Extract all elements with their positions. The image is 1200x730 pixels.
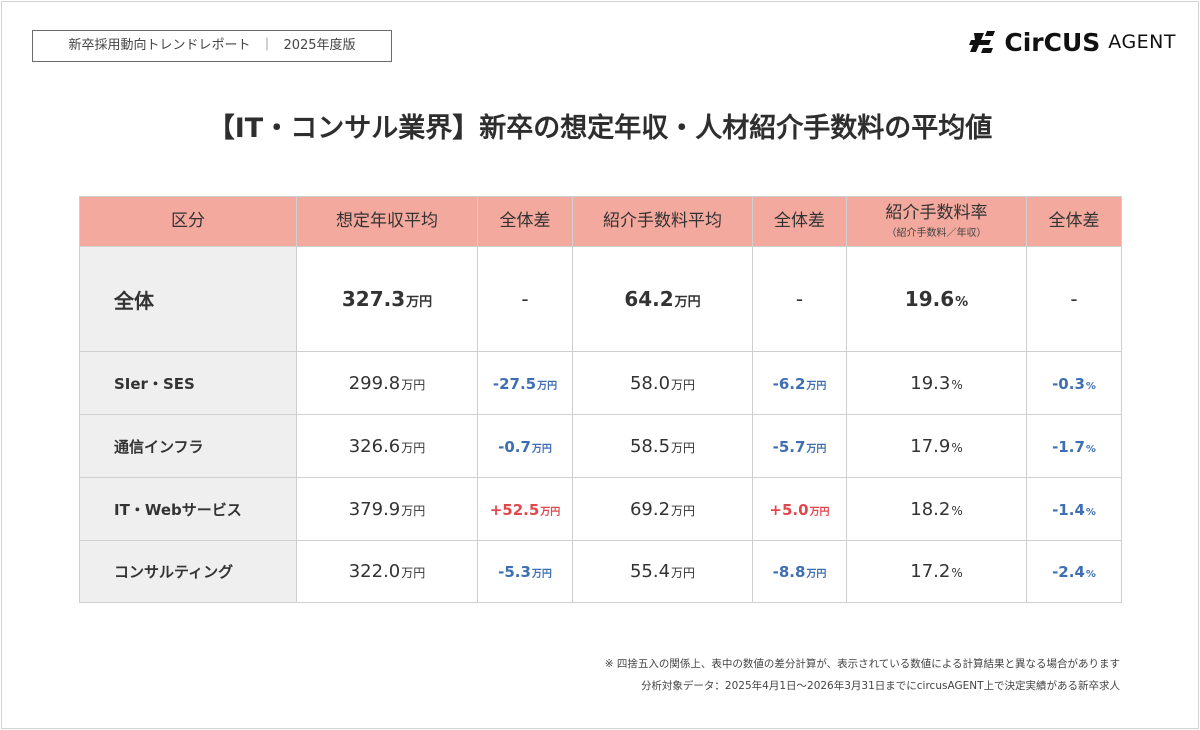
report-label: 新卒採用動向トレンドレポート ｜ 2025年度版: [32, 30, 392, 62]
fee-diff-cell: -6.2万円: [752, 351, 847, 415]
column-header-category: 区分: [79, 196, 297, 247]
logo-brand-text: CirCUS: [1004, 27, 1101, 57]
column-header-salary-diff: 全体差: [477, 196, 573, 247]
fee-rate-cell: 18.2%: [846, 477, 1027, 541]
table-row-total: 全体 327.3万円 -64.2万円 -19.6% -: [79, 246, 1122, 352]
salary-diff-cell: -0.7万円: [477, 414, 573, 478]
page-title: 【IT・コンサル業界】新卒の想定年収・人材紹介手数料の平均値: [207, 113, 993, 144]
category-cell: IT・Webサービス: [79, 477, 297, 541]
rate-diff-cell: -1.7%: [1026, 414, 1122, 478]
salary-cell: 322.0万円: [296, 540, 478, 603]
fee-diff-cell: -8.8万円: [752, 540, 847, 603]
salary-cell: 326.6万円: [296, 414, 478, 478]
table-row: IT・Webサービス 379.9万円 +52.5万円 69.2万円 +5.0万円 18.2…: [79, 477, 1122, 541]
fee-cell: 69.2万円: [572, 477, 753, 541]
fee-cell: 64.2万円: [572, 246, 753, 352]
fee-diff-cell: -: [752, 246, 847, 352]
fee-cell: 58.5万円: [572, 414, 753, 478]
column-header-fee-diff: 全体差: [752, 196, 847, 247]
column-header-salary: 想定年収平均: [296, 196, 478, 247]
rate-diff-cell: -: [1026, 246, 1122, 352]
column-header-fee-rate-sub: （紹介手数料／年収）: [886, 228, 987, 239]
logo-agent-text: AGENT: [1108, 31, 1176, 53]
category-cell: SIer・SES: [79, 351, 297, 415]
fee-rate-cell: 17.9%: [846, 414, 1027, 478]
fee-cell: 58.0万円: [572, 351, 753, 415]
footnote-data-source: 分析対象データ：2025年4月1日〜2026年3月31日までにcircusAGE…: [640, 680, 1120, 692]
table-header-row: 区分 想定年収平均 全体差 紹介手数料平均 全体差 紹介手数料率 （紹介手数料／年…: [79, 196, 1122, 247]
table-row: 通信インフラ 326.6万円 -0.7万円 58.5万円 -5.7万円 17.9% -1.7…: [79, 414, 1122, 478]
column-header-rate-diff: 全体差: [1026, 196, 1122, 247]
report-separator: ｜: [260, 38, 274, 53]
category-cell: コンサルティング: [79, 540, 297, 603]
salary-diff-cell: +52.5万円: [477, 477, 573, 541]
fee-diff-cell: -5.7万円: [752, 414, 847, 478]
fee-cell: 55.4万円: [572, 540, 753, 603]
salary-diff-cell: -27.5万円: [477, 351, 573, 415]
report-title: 新卒採用動向トレンドレポート: [68, 38, 251, 53]
salary-diff-cell: -5.3万円: [477, 540, 573, 603]
fee-diff-cell: +5.0万円: [752, 477, 847, 541]
salary-cell: 299.8万円: [296, 351, 478, 415]
salary-diff-cell: -: [477, 246, 573, 352]
fee-rate-cell: 17.2%: [846, 540, 1027, 603]
fee-rate-cell: 19.6%: [846, 246, 1027, 352]
salary-cell: 327.3万円: [296, 246, 478, 352]
footnote-rounding: ※ 四捨五入の関係上、表中の数値の差分計算が、表示されている数値による計算結果と…: [604, 658, 1120, 670]
fee-rate-cell: 19.3%: [846, 351, 1027, 415]
table-row: SIer・SES 299.8万円 -27.5万円 58.0万円 -6.2万円 19.3% -…: [79, 351, 1122, 415]
category-cell: 全体: [79, 246, 297, 352]
rate-diff-cell: -1.4%: [1026, 477, 1122, 541]
salary-cell: 379.9万円: [296, 477, 478, 541]
circus-logo-icon: [969, 31, 996, 53]
column-header-fee: 紹介手数料平均: [572, 196, 753, 247]
report-edition: 2025年度版: [283, 38, 356, 53]
category-cell: 通信インフラ: [79, 414, 297, 478]
column-header-fee-rate: 紹介手数料率 （紹介手数料／年収）: [846, 196, 1027, 247]
table-row: コンサルティング 322.0万円 -5.3万円 55.4万円 -8.8万円 17.2% -2…: [79, 540, 1122, 603]
rate-diff-cell: -2.4%: [1026, 540, 1122, 603]
salary-fee-table: 区分 想定年収平均 全体差 紹介手数料平均 全体差 紹介手数料率 （紹介手数料／年…: [79, 196, 1122, 603]
footnotes: ※ 四捨五入の関係上、表中の数値の差分計算が、表示されている数値による計算結果と…: [605, 653, 1120, 697]
circus-agent-logo: CirCUS AGENT: [968, 26, 1176, 58]
rate-diff-cell: -0.3%: [1026, 351, 1122, 415]
